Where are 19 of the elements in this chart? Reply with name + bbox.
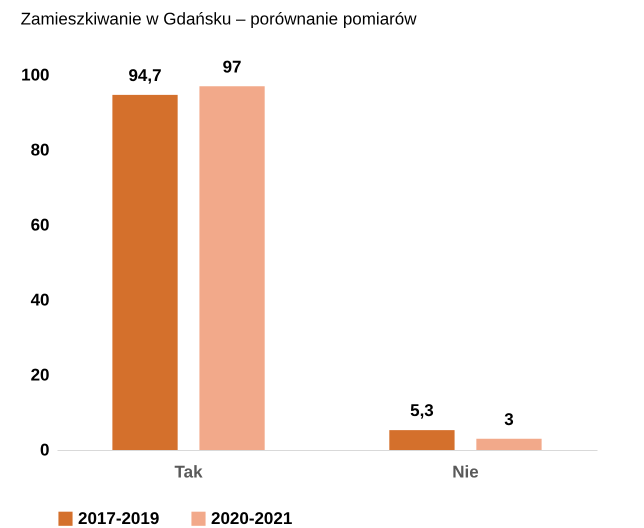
- y-tick-label: 40: [30, 290, 50, 310]
- y-tick-label: 20: [30, 366, 50, 384]
- y-tick-label: 80: [30, 140, 50, 160]
- bar: [476, 438, 542, 450]
- x-tick-label: Tak: [174, 462, 204, 482]
- bar: [389, 430, 455, 450]
- chart-title: Zamieszkiwanie w Gdańsku – porównanie pomiarów: [20, 9, 418, 28]
- y-tick-label: 60: [30, 216, 50, 234]
- legend-label: 2017-2019: [78, 508, 160, 528]
- y-tick-label: 100: [21, 66, 50, 84]
- data-label: 3: [504, 410, 514, 429]
- x-tick-label: Nie: [452, 462, 479, 482]
- legend-label: 2020-2021: [211, 508, 292, 528]
- data-label: 5,3: [410, 401, 434, 420]
- y-tick-label: 0: [40, 440, 50, 460]
- data-label: 94,7: [128, 66, 162, 85]
- bar: [199, 86, 265, 450]
- data-label: 97: [222, 57, 242, 76]
- bar: [112, 94, 178, 450]
